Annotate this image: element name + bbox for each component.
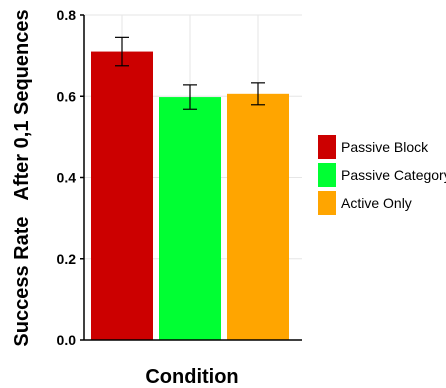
y-tick-label-0: 0.0 bbox=[57, 332, 77, 348]
y-tick-label-1: 0.2 bbox=[57, 251, 77, 267]
bar-passive-block bbox=[91, 51, 153, 340]
y-tick-label-3: 0.6 bbox=[57, 88, 77, 104]
y-tick-label-2: 0.4 bbox=[57, 170, 77, 186]
bar-active-only bbox=[227, 93, 289, 340]
legend-swatch-1 bbox=[318, 163, 336, 187]
legend-label-1: Passive Category bbox=[341, 167, 446, 183]
y-ticks: 0.0 0.2 0.4 0.6 0.8 bbox=[57, 7, 84, 348]
error-bars bbox=[115, 36, 265, 110]
legend-label-2: Active Only bbox=[341, 195, 412, 211]
legend-swatch-2 bbox=[318, 191, 336, 215]
y-tick-label-4: 0.8 bbox=[57, 7, 77, 23]
y-axis-title: Success Rate After 0,1 Sequences bbox=[11, 9, 33, 346]
x-axis-title: Condition bbox=[145, 366, 238, 388]
legend-swatch-0 bbox=[318, 135, 336, 159]
legend: Passive Block Passive Category Active Only bbox=[318, 135, 446, 215]
bars bbox=[91, 51, 289, 340]
bar-passive-category bbox=[159, 97, 221, 340]
legend-label-0: Passive Block bbox=[341, 139, 429, 155]
